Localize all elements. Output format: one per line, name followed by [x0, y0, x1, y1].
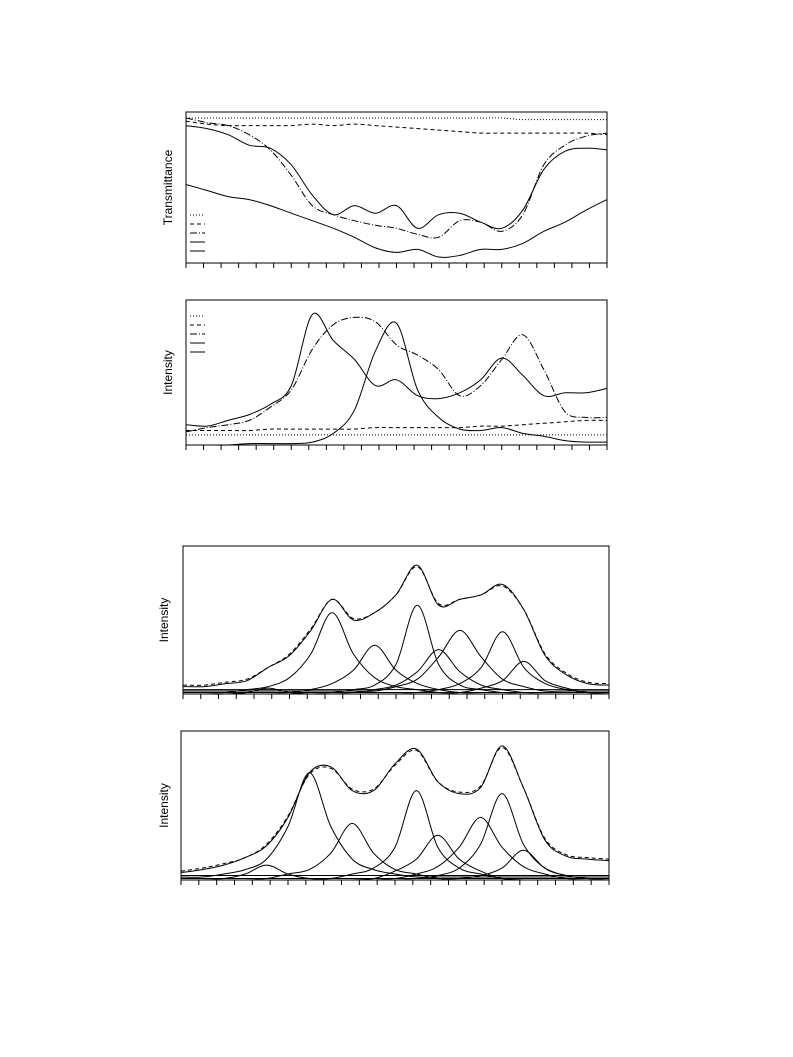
- spectrum-line: [183, 629, 609, 692]
- spectrum-line: [182, 631, 610, 694]
- spectrum-line: [185, 120, 608, 136]
- spectrum-line: [185, 312, 608, 427]
- spectrum-line: [181, 822, 609, 880]
- spectrum-line: [185, 184, 608, 258]
- spectrum-line: [181, 790, 609, 880]
- spectrum-line: [182, 564, 610, 688]
- spectrum-line: [185, 316, 608, 433]
- spectrum-line: [181, 793, 610, 880]
- spectrum-line: [180, 746, 610, 872]
- spectrum-line: [182, 660, 610, 694]
- y-axis-label: Intensity: [157, 598, 171, 643]
- y-axis-label: Intensity: [161, 350, 175, 395]
- spectrum-line: [181, 849, 610, 880]
- spectrum-line: [186, 117, 607, 121]
- spectrum-line: [186, 321, 608, 446]
- spectrum-line: [180, 772, 609, 878]
- y-axis-label: Intensity: [157, 783, 171, 828]
- spectrum-line: [186, 419, 608, 432]
- plot-frame: [182, 545, 610, 695]
- spectrum-line: [185, 117, 608, 239]
- spectrum-line: [182, 566, 610, 686]
- spectrum-line: [185, 125, 608, 230]
- y-axis-label: Transmittance: [161, 149, 175, 225]
